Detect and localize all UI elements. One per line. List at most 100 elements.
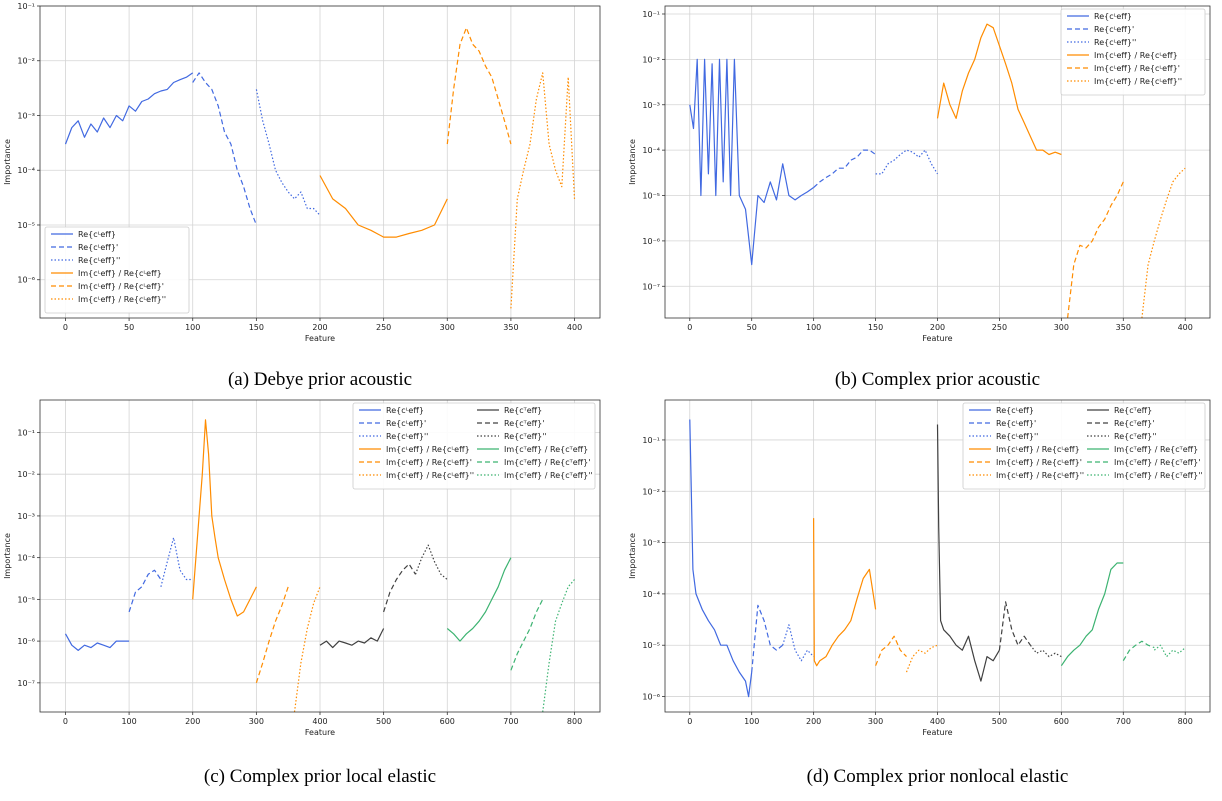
series-line bbox=[319, 628, 385, 649]
x-tick-label: 350 bbox=[1116, 323, 1131, 332]
series-line bbox=[446, 557, 512, 642]
series-line bbox=[689, 58, 814, 266]
series-line bbox=[782, 624, 815, 662]
legend-label: Im{cᴸeff} / Re{cᴸeff} bbox=[386, 445, 470, 454]
x-axis-label: Feature bbox=[922, 334, 952, 343]
y-tick-label: 10⁻¹ bbox=[17, 2, 35, 11]
legend: Re{cᴸeff} Re{cᴸeff}' Re{cᴸeff}'' Im{cᴸeff} … bbox=[44, 226, 190, 314]
legend-label: Im{cᴸeff} / Re{cᴸeff} bbox=[78, 269, 162, 278]
x-tick-label: 350 bbox=[503, 323, 518, 332]
x-tick-label: 500 bbox=[992, 717, 1007, 726]
series-line bbox=[875, 635, 907, 666]
legend-label: Re{cᴸeff} bbox=[1094, 12, 1132, 21]
legend-label: Re{cᵀeff} bbox=[1114, 406, 1152, 415]
y-tick-label: 10⁻⁴ bbox=[642, 590, 660, 599]
legend-box bbox=[962, 402, 1206, 490]
series-line bbox=[192, 419, 257, 617]
chart-panel: 10⁻⁶ 10⁻⁵ 10⁻⁴ 10⁻³ 10⁻² 10⁻¹ 0 100 200 300 400 500… bbox=[628, 399, 1211, 787]
legend-label: Re{cᴸeff}' bbox=[996, 419, 1036, 428]
y-tick-label: 10⁻⁴ bbox=[17, 554, 35, 563]
x-tick-label: 0 bbox=[687, 323, 692, 332]
x-tick-label: 400 bbox=[1178, 323, 1193, 332]
legend-label: Re{cᴸeff}'' bbox=[78, 256, 120, 265]
x-tick-label: 800 bbox=[567, 717, 582, 726]
series-line bbox=[383, 563, 417, 613]
x-tick-label: 400 bbox=[567, 323, 582, 332]
x-tick-label: 0 bbox=[63, 323, 68, 332]
x-tick-label: 400 bbox=[930, 717, 945, 726]
x-axis-label: Feature bbox=[305, 728, 335, 737]
legend-label: Im{cᴸeff} / Re{cᴸeff}'' bbox=[996, 471, 1084, 480]
plot-frame bbox=[39, 399, 601, 713]
legend: Re{cᴸeff} Re{cᴸeff}' Re{cᴸeff}'' Im{cᴸeff} … bbox=[352, 402, 596, 490]
figure-caption: (b) Complex prior acoustic bbox=[835, 369, 1040, 390]
series-line bbox=[936, 424, 1000, 682]
series-line bbox=[1122, 640, 1155, 662]
series-line bbox=[905, 644, 938, 673]
legend-label: Re{cᵀeff} bbox=[504, 406, 542, 415]
y-tick-label: 10⁻³ bbox=[17, 512, 35, 521]
series-line bbox=[319, 175, 448, 238]
legend-label: Im{cᴸeff} / Re{cᴸeff}'' bbox=[386, 471, 474, 480]
legend-label: Im{cᵀeff} / Re{cᵀeff}' bbox=[504, 458, 590, 467]
legend: Re{cᴸeff} Re{cᴸeff}' Re{cᴸeff}'' Im{cᴸeff} … bbox=[1060, 8, 1206, 96]
series-line bbox=[1067, 181, 1124, 319]
y-tick-label: 10⁻³ bbox=[642, 101, 660, 110]
plot-frame bbox=[39, 5, 601, 319]
x-tick-label: 300 bbox=[1054, 323, 1069, 332]
series-line bbox=[293, 586, 321, 713]
x-tick-label: 150 bbox=[249, 323, 264, 332]
series-line bbox=[812, 518, 877, 667]
legend-label: Im{cᴸeff} / Re{cᴸeff} bbox=[1094, 51, 1178, 60]
x-tick-label: 200 bbox=[312, 323, 327, 332]
legend-label: Re{cᴸeff} bbox=[78, 230, 116, 239]
legend-label: Im{cᴸeff} / Re{cᴸeff}' bbox=[996, 458, 1082, 467]
x-tick-label: 250 bbox=[992, 323, 1007, 332]
series-line bbox=[875, 149, 939, 175]
x-tick-label: 0 bbox=[687, 717, 692, 726]
legend-label: Im{cᴸeff} / Re{cᴸeff}'' bbox=[1094, 77, 1182, 86]
figure-caption: (d) Complex prior nonlocal elastic bbox=[807, 766, 1069, 787]
y-tick-label: 10⁻⁵ bbox=[642, 641, 660, 650]
x-tick-label: 300 bbox=[249, 717, 264, 726]
x-tick-label: 250 bbox=[376, 323, 391, 332]
y-tick-label: 10⁻⁴ bbox=[642, 146, 660, 155]
series-line bbox=[813, 149, 876, 188]
y-tick-label: 10⁻¹ bbox=[642, 436, 660, 445]
legend-label: Re{cᴸeff} bbox=[996, 406, 1034, 415]
series-line bbox=[128, 569, 162, 613]
series-line bbox=[192, 72, 257, 226]
x-tick-label: 600 bbox=[440, 717, 455, 726]
y-tick-label: 10⁻⁷ bbox=[642, 282, 660, 291]
series-line bbox=[446, 27, 512, 145]
legend-label: Im{cᴸeff} / Re{cᴸeff} bbox=[996, 445, 1080, 454]
x-tick-label: 600 bbox=[1054, 717, 1069, 726]
x-tick-label: 800 bbox=[1178, 717, 1193, 726]
y-tick-label: 10⁻⁵ bbox=[17, 221, 35, 230]
legend-label: Re{cᵀeff}' bbox=[504, 419, 544, 428]
series-line bbox=[64, 633, 130, 652]
y-tick-label: 10⁻² bbox=[642, 55, 660, 64]
y-tick-label: 10⁻⁶ bbox=[642, 237, 660, 246]
x-tick-label: 500 bbox=[376, 717, 391, 726]
legend-label: Im{cᵀeff} / Re{cᵀeff}'' bbox=[504, 471, 593, 480]
x-tick-label: 700 bbox=[1116, 717, 1131, 726]
legend-label: Im{cᵀeff} / Re{cᵀeff} bbox=[1114, 445, 1198, 454]
legend-label: Re{cᴸeff}' bbox=[78, 243, 118, 252]
x-axis-label: Feature bbox=[922, 728, 952, 737]
legend-label: Re{cᴸeff}' bbox=[1094, 25, 1134, 34]
y-tick-label: 10⁻⁵ bbox=[17, 595, 35, 604]
legend: Re{cᴸeff} Re{cᴸeff}' Re{cᴸeff}'' Im{cᴸeff} … bbox=[962, 402, 1206, 490]
x-tick-label: 150 bbox=[868, 323, 883, 332]
figure-caption: (a) Debye prior acoustic bbox=[228, 369, 412, 390]
y-tick-label: 10⁻⁶ bbox=[17, 637, 35, 646]
legend-label: Im{cᴸeff} / Re{cᴸeff}' bbox=[78, 282, 164, 291]
series-line bbox=[751, 604, 784, 673]
legend-label: Re{cᵀeff}'' bbox=[504, 432, 547, 441]
y-tick-label: 10⁻³ bbox=[642, 539, 660, 548]
series-line bbox=[255, 586, 289, 683]
series-line bbox=[414, 544, 448, 580]
y-tick-label: 10⁻⁵ bbox=[642, 192, 660, 201]
series-line bbox=[998, 601, 1031, 651]
